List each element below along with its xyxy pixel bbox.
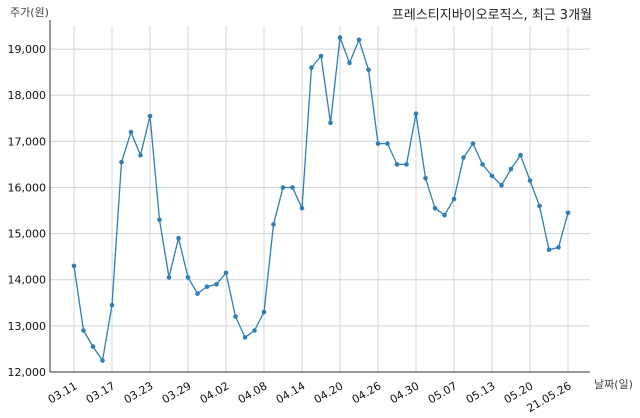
x-tick-label: 04.14 [274, 379, 308, 406]
data-point [318, 53, 324, 59]
data-point [242, 335, 248, 340]
data-point [204, 284, 210, 290]
data-point [176, 235, 181, 241]
data-point [470, 141, 476, 146]
data-point [233, 314, 238, 319]
data-point [119, 159, 124, 165]
data-point [556, 245, 561, 250]
data-point [356, 37, 362, 43]
data-point [394, 162, 400, 167]
x-tick-label: 05.13 [464, 379, 498, 406]
data-point [565, 210, 571, 216]
x-tick-label: 03.29 [160, 379, 194, 406]
x-tick-label: 04.30 [388, 379, 422, 406]
y-tick-label: 12,000 [8, 366, 47, 379]
data-point [432, 205, 438, 211]
y-tick-label: 18,000 [8, 89, 47, 102]
data-point [299, 205, 305, 211]
y-tick-label: 15,000 [8, 228, 47, 241]
y-tick-label: 16,000 [8, 181, 47, 194]
data-point [261, 309, 267, 315]
data-point [413, 111, 419, 116]
x-tick-label: 04.26 [350, 379, 384, 406]
x-tick-label: 04.08 [236, 379, 270, 406]
data-point [214, 282, 219, 287]
data-point [223, 270, 229, 276]
data-point [451, 196, 457, 202]
data-point [147, 113, 153, 119]
x-axis-label: 날짜(일) [594, 378, 633, 391]
y-tick-label: 17,000 [8, 135, 47, 148]
x-tick-label: 03.17 [84, 379, 118, 406]
data-point [271, 222, 276, 227]
data-point [109, 302, 115, 308]
data-point [518, 152, 523, 158]
y-tick-label: 19,000 [8, 43, 47, 56]
data-point [290, 185, 295, 190]
data-point [138, 152, 143, 158]
data-point [404, 162, 409, 167]
data-point [385, 141, 390, 146]
data-point [90, 344, 96, 349]
data-point [280, 185, 286, 190]
data-point [309, 65, 314, 70]
data-point [461, 155, 466, 160]
y-tick-label: 13,000 [8, 320, 47, 333]
data-point [546, 247, 552, 252]
data-point [71, 263, 77, 269]
x-tick-label: 05.07 [426, 379, 460, 406]
data-point [442, 212, 447, 218]
data-point [375, 141, 381, 146]
data-point [537, 203, 542, 209]
data-point [527, 178, 533, 183]
data-point [185, 275, 191, 280]
series-line [73, 37, 569, 363]
x-tick-label: 04.02 [198, 379, 232, 406]
data-point [489, 173, 495, 179]
data-point [366, 67, 371, 73]
y-tick-label: 14,000 [8, 274, 47, 287]
data-point [128, 129, 134, 135]
data-point [337, 35, 343, 40]
y-axis-label: 주가(원) [10, 6, 49, 19]
chart-title: 프레스티지바이오로직스, 최근 3개월 [391, 8, 592, 23]
x-tick-label: 04.20 [312, 379, 346, 406]
x-tick-label: 03.11 [46, 379, 80, 406]
data-point [166, 275, 172, 280]
data-point [157, 217, 162, 223]
x-tick-label: 03.23 [122, 379, 156, 406]
data-point [100, 358, 105, 363]
data-point [480, 162, 485, 167]
data-point [423, 175, 428, 181]
data-point [328, 120, 333, 126]
data-point [81, 328, 86, 333]
data-point [252, 328, 257, 333]
data-point [195, 291, 200, 296]
data-point [508, 166, 514, 172]
data-point [499, 182, 504, 188]
data-point [347, 60, 352, 66]
